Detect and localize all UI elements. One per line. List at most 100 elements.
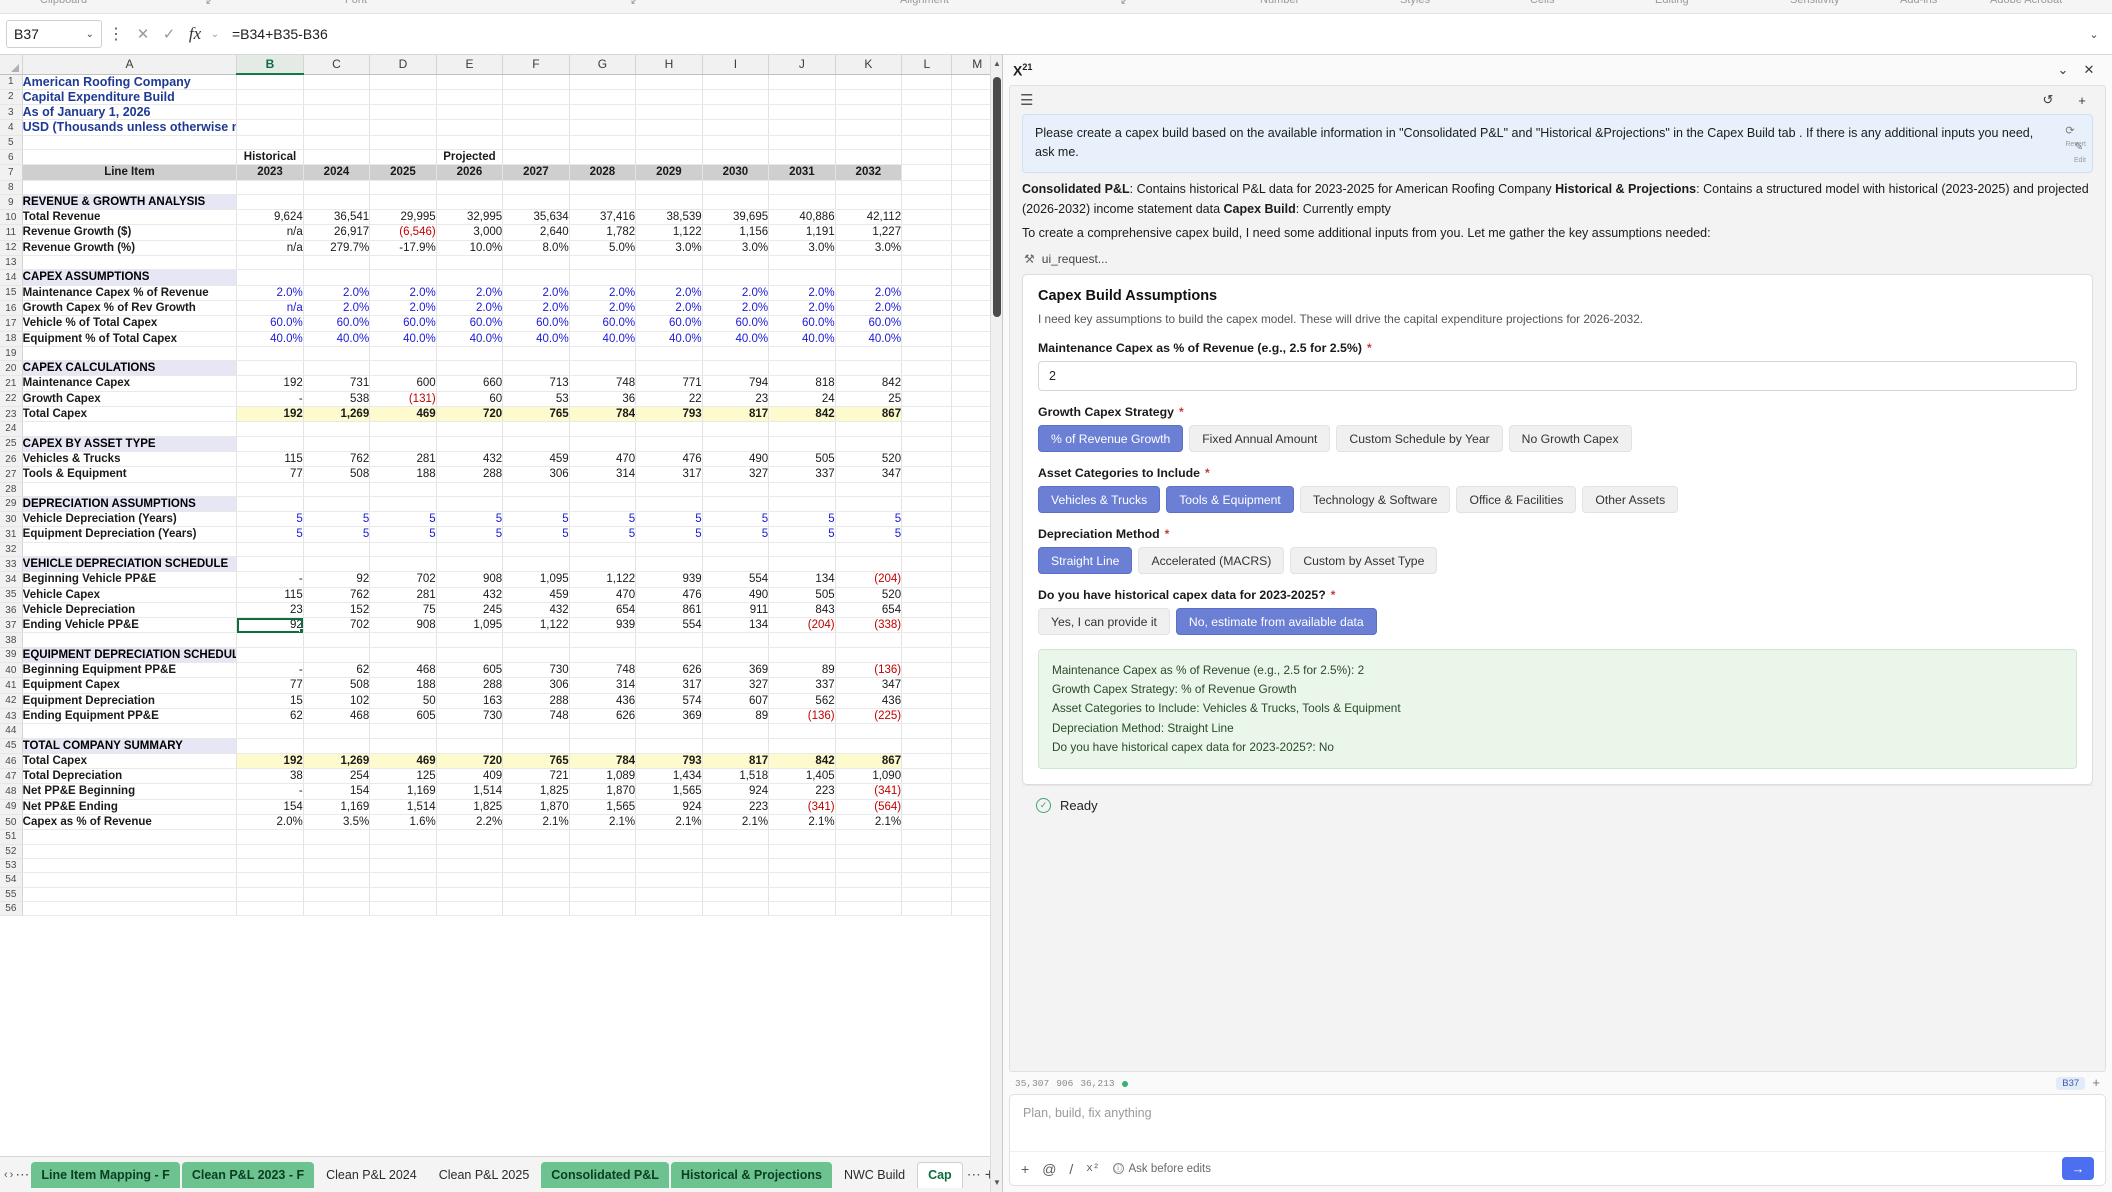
- cell-E17[interactable]: 60.0%: [436, 315, 504, 332]
- cell-I16[interactable]: 2.0%: [702, 300, 770, 317]
- cell-D24[interactable]: [369, 421, 437, 437]
- cell-I3[interactable]: [702, 104, 770, 121]
- cell-D37[interactable]: 908: [369, 617, 437, 634]
- cell-H9[interactable]: [635, 194, 703, 211]
- cell-D7[interactable]: 2025: [369, 164, 437, 181]
- cell-C48[interactable]: 154: [303, 783, 371, 800]
- cell-L15[interactable]: [901, 285, 953, 301]
- cell-H12[interactable]: 3.0%: [635, 240, 703, 257]
- row-header-9[interactable]: 9: [0, 194, 23, 211]
- cell-A45[interactable]: TOTAL COMPANY SUMMARY: [22, 738, 238, 754]
- cell-B43[interactable]: 62: [236, 708, 304, 725]
- cell-L35[interactable]: [901, 587, 953, 603]
- cell-H36[interactable]: 861: [635, 602, 703, 619]
- cell-K23[interactable]: 867: [835, 406, 903, 423]
- cell-C47[interactable]: 254: [303, 768, 371, 785]
- cell-B33[interactable]: [236, 556, 304, 573]
- cell-H21[interactable]: 771: [635, 375, 703, 392]
- cell-J26[interactable]: 505: [768, 451, 836, 468]
- cell-I41[interactable]: 327: [702, 677, 770, 694]
- cell-K7[interactable]: 2032: [835, 164, 903, 181]
- cell-H43[interactable]: 369: [635, 708, 703, 725]
- ai-message-scroll[interactable]: Please create a capex build based on the…: [1010, 114, 2105, 1071]
- slash-command-icon[interactable]: /: [1069, 1160, 1074, 1177]
- cancel-formula-icon[interactable]: ✕: [136, 26, 150, 43]
- column-header-a[interactable]: A: [22, 55, 238, 75]
- cell-D49[interactable]: 1,514: [369, 799, 437, 816]
- cell-H31[interactable]: 5: [635, 526, 703, 543]
- row-header-42[interactable]: 42: [0, 693, 23, 709]
- cell-A39[interactable]: EQUIPMENT DEPRECIATION SCHEDULE: [22, 647, 238, 664]
- cell-J24[interactable]: [768, 421, 836, 437]
- cell-E28[interactable]: [436, 482, 504, 497]
- sheet-tab-clean-p-l-2024[interactable]: Clean P&L 2024: [326, 1167, 417, 1182]
- cell-D41[interactable]: 188: [369, 677, 437, 694]
- cell-J28[interactable]: [768, 482, 836, 497]
- cell-L38[interactable]: [901, 632, 953, 648]
- cell-F53[interactable]: [502, 858, 570, 874]
- cell-F47[interactable]: 721: [502, 768, 570, 785]
- cell-F10[interactable]: 35,634: [502, 209, 570, 226]
- cell-J37[interactable]: (204): [768, 617, 836, 634]
- cell-C31[interactable]: 5: [303, 526, 371, 543]
- cell-L16[interactable]: [901, 300, 953, 317]
- cell-C50[interactable]: 3.5%: [303, 814, 371, 831]
- cell-L32[interactable]: [901, 542, 953, 558]
- row-header-12[interactable]: 12: [0, 240, 23, 257]
- cell-D50[interactable]: 1.6%: [369, 814, 437, 831]
- cell-F42[interactable]: 288: [502, 693, 570, 709]
- cell-J45[interactable]: [768, 738, 836, 754]
- cell-G21[interactable]: 748: [569, 375, 637, 392]
- cell-L14[interactable]: [901, 269, 953, 286]
- cell-G27[interactable]: 314: [569, 466, 637, 483]
- cell-D51[interactable]: [369, 829, 437, 845]
- cell-F34[interactable]: 1,095: [502, 571, 570, 588]
- cell-D32[interactable]: [369, 542, 437, 558]
- cell-C24[interactable]: [303, 421, 371, 437]
- cell-J49[interactable]: (341): [768, 799, 836, 816]
- cell-I32[interactable]: [702, 542, 770, 558]
- cell-G25[interactable]: [569, 436, 637, 452]
- cell-E46[interactable]: 720: [436, 753, 504, 770]
- cell-C41[interactable]: 508: [303, 677, 371, 694]
- cell-J46[interactable]: 842: [768, 753, 836, 770]
- cell-H2[interactable]: [635, 89, 703, 106]
- scroll-down-icon[interactable]: ▼: [993, 1178, 1001, 1187]
- cell-C55[interactable]: [303, 887, 371, 902]
- cell-A40[interactable]: Beginning Equipment PP&E: [22, 662, 238, 679]
- all-sheets-icon[interactable]: ⋯: [15, 1166, 30, 1182]
- chip-accelerated-macrs[interactable]: Accelerated (MACRS): [1138, 547, 1285, 575]
- cell-I22[interactable]: 23: [702, 391, 770, 408]
- cell-I21[interactable]: 794: [702, 375, 770, 392]
- cell-D48[interactable]: 1,169: [369, 783, 437, 800]
- row-header-44[interactable]: 44: [0, 723, 23, 739]
- cell-G47[interactable]: 1,089: [569, 768, 637, 785]
- cell-H46[interactable]: 793: [635, 753, 703, 770]
- cell-C8[interactable]: [303, 180, 371, 195]
- cell-J19[interactable]: [768, 346, 836, 362]
- cell-C43[interactable]: 468: [303, 708, 371, 725]
- row-header-7[interactable]: 7: [0, 164, 23, 181]
- cell-F24[interactable]: [502, 421, 570, 437]
- cell-I5[interactable]: [702, 135, 770, 150]
- cell-K15[interactable]: 2.0%: [835, 285, 903, 301]
- cell-F44[interactable]: [502, 723, 570, 739]
- row-header-24[interactable]: 24: [0, 421, 23, 437]
- cell-D29[interactable]: [369, 496, 437, 513]
- cell-E37[interactable]: 1,095: [436, 617, 504, 634]
- cell-A6[interactable]: [22, 149, 238, 166]
- cell-H6[interactable]: [635, 149, 703, 166]
- row-header-38[interactable]: 38: [0, 632, 23, 648]
- cell-L27[interactable]: [901, 466, 953, 483]
- cell-H32[interactable]: [635, 542, 703, 558]
- cell-J4[interactable]: [768, 119, 836, 136]
- cell-K1[interactable]: [835, 74, 903, 90]
- cell-D12[interactable]: -17.9%: [369, 240, 437, 257]
- cell-L22[interactable]: [901, 391, 953, 408]
- cell-F16[interactable]: 2.0%: [502, 300, 570, 317]
- cell-A53[interactable]: [22, 858, 238, 874]
- cell-B1[interactable]: [236, 74, 304, 90]
- cell-F32[interactable]: [502, 542, 570, 558]
- column-header-d[interactable]: D: [369, 55, 437, 75]
- cell-B13[interactable]: [236, 255, 304, 271]
